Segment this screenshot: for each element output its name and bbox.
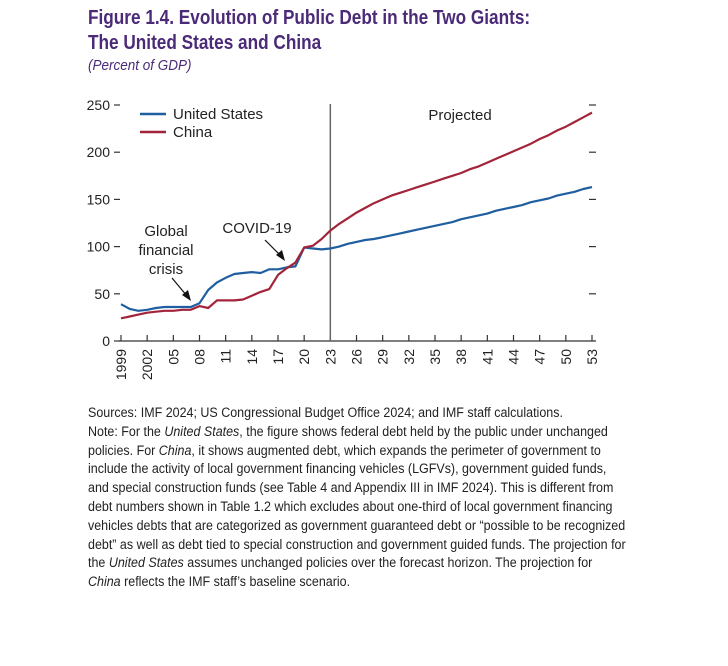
note-segment: , the figure shows federal debt held by … (88, 423, 608, 459)
y-tick-label: 250 (87, 97, 111, 113)
projected-label: Projected (428, 107, 491, 124)
y-tick-label: 50 (94, 286, 110, 302)
gfc-label: financial (138, 242, 193, 259)
gfc-arrow-head (182, 290, 191, 301)
note-italic-term: China (158, 442, 192, 459)
x-tick-label: 26 (349, 349, 365, 365)
x-tick-label: 20 (296, 349, 312, 365)
note-segment: reflects the IMF staff’s baseline scenar… (120, 574, 351, 591)
note-italic-term: United States (108, 555, 184, 572)
legend-label: United States (173, 106, 263, 123)
annotations: Global financial crisis COVID-19 (138, 220, 292, 301)
line-chart: 0 50 100 150 200 250 1999 2002 05 08 11 14 17 20 23 26… (87, 97, 600, 380)
x-tick-label: 2002 (139, 349, 155, 380)
note-italic-term: China (88, 574, 121, 591)
series-line-united-states (120, 186, 593, 312)
figure-title-line1: Figure 1.4. Evolution of Public Debt in … (88, 7, 531, 29)
note-segment: , it shows augmented debt, which expands… (88, 442, 626, 572)
x-axis: 1999 2002 05 08 11 14 17 20 23 26 29 32 35 38 41 44 47 50… (113, 335, 600, 380)
y-tick-label: 150 (87, 191, 111, 207)
x-tick-label: 38 (453, 349, 469, 365)
x-tick-label: 11 (218, 349, 234, 364)
x-tick-label: 08 (192, 349, 208, 365)
figure-title-line2: The United States and China (88, 32, 322, 54)
figure-subtitle: (Percent of GDP) (88, 57, 192, 74)
y-axis-left: 0 50 100 150 200 250 (87, 97, 120, 349)
x-tick-label: 23 (322, 349, 338, 365)
covid-label: COVID-19 (222, 220, 291, 237)
y-axis-right (589, 104, 596, 295)
x-tick-label: 44 (506, 349, 522, 365)
x-tick-label: 35 (427, 349, 443, 365)
sources-text: Sources: IMF 2024; US Congressional Budg… (88, 405, 563, 421)
gfc-label: Global (144, 223, 187, 240)
x-tick-label: 29 (375, 349, 391, 365)
series-line-china (120, 111, 593, 320)
series-group (120, 111, 593, 320)
gfc-label: crisis (149, 261, 183, 278)
x-tick-label: 53 (584, 349, 600, 365)
note-segment: assumes unchanged policies over the fore… (183, 555, 593, 572)
legend-label: China (173, 124, 213, 141)
note-segment: Note: For the (88, 423, 165, 440)
x-tick-label: 47 (532, 349, 548, 365)
x-tick-label: 17 (270, 349, 286, 365)
note-italic-term: United States (164, 423, 240, 440)
covid-arrow-head (276, 250, 285, 261)
x-tick-label: 50 (558, 349, 574, 365)
y-tick-label: 200 (87, 144, 111, 160)
x-tick-label: 14 (244, 349, 260, 365)
figure-title: Figure 1.4. Evolution of Public Debt in … (88, 6, 604, 56)
x-tick-label: 41 (479, 349, 495, 365)
note-text: Note: For the United States, the figure … (88, 423, 628, 592)
x-tick-label: 1999 (113, 349, 129, 380)
y-tick-label: 0 (102, 333, 110, 349)
x-tick-label: 32 (401, 349, 417, 365)
x-tick-label: 05 (165, 349, 181, 365)
figure-notes: Sources: IMF 2024; US Congressional Budg… (88, 404, 628, 592)
y-tick-label: 100 (87, 239, 111, 255)
